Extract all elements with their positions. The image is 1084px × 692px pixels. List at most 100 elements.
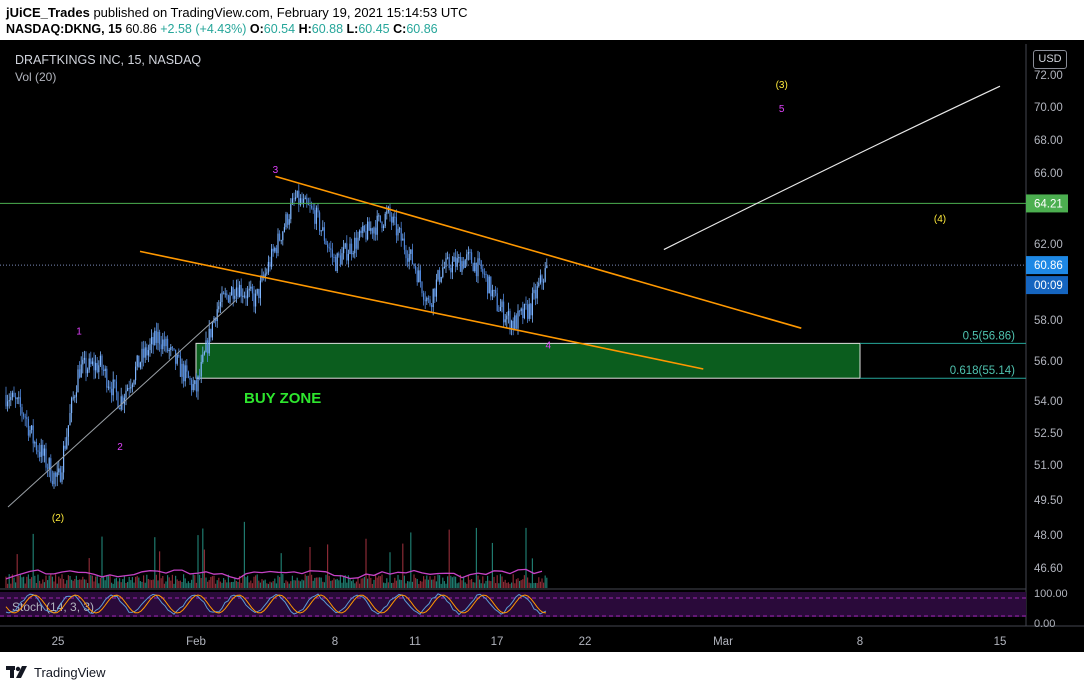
candle-body	[210, 328, 212, 338]
volume-bar	[146, 574, 148, 588]
candle-body	[37, 450, 39, 452]
candle-body	[259, 280, 261, 299]
wave-label: (3)	[776, 80, 788, 91]
volume-bar	[163, 583, 165, 588]
volume-bar	[426, 575, 428, 588]
volume-bar	[143, 575, 145, 588]
volume-bar	[119, 578, 121, 588]
candle-body	[539, 275, 541, 283]
candle-body	[195, 380, 197, 392]
author-name[interactable]: jUiCE_Trades	[6, 5, 90, 20]
candle-body	[32, 425, 34, 444]
candle-body	[407, 258, 409, 262]
volume-bar	[218, 577, 220, 588]
candle-body	[330, 248, 332, 250]
candle-body	[42, 444, 44, 456]
candle-body	[171, 347, 173, 349]
candle-body	[469, 251, 471, 253]
volume-bar	[408, 581, 410, 588]
volume-bar	[432, 579, 434, 588]
candle-body	[255, 293, 257, 307]
wave-label: 1	[76, 326, 82, 337]
candle-body	[258, 288, 260, 299]
candle-body	[152, 337, 154, 346]
wave-label: (2)	[52, 513, 64, 524]
volume-bar	[266, 583, 268, 588]
price-axis[interactable]: 72.0070.0068.0066.0064.0062.0060.0058.00…	[1026, 70, 1068, 630]
candle-body	[451, 261, 453, 273]
candle-body	[27, 419, 29, 436]
candle-body	[235, 287, 237, 296]
volume-bar	[243, 521, 245, 588]
candle-body	[314, 210, 316, 224]
volume-bar	[474, 582, 476, 588]
candle-body	[23, 413, 25, 417]
candle-body	[395, 217, 397, 236]
volume-bar	[511, 582, 513, 588]
volume-bar	[125, 582, 127, 588]
volume-bar	[464, 582, 466, 588]
candle-body	[96, 362, 98, 373]
candle-body	[519, 310, 521, 312]
wave-label: 4	[546, 341, 552, 352]
candle-body	[323, 227, 325, 241]
volume-bar	[309, 547, 311, 588]
candle-body	[384, 213, 386, 227]
candle-body	[168, 350, 170, 352]
candle-body	[319, 212, 321, 232]
volume-bar	[357, 577, 359, 588]
volume-bar	[248, 582, 250, 588]
volume-bar	[69, 575, 71, 588]
volume-bar	[173, 583, 175, 588]
volume-bar	[471, 579, 473, 588]
candle-body	[509, 310, 511, 330]
price-chart[interactable]: BUY ZONE 0.5(56.86) 0.618(55.14) Stoch (14…	[0, 40, 1084, 652]
candle-body	[506, 315, 508, 320]
volume-bar	[131, 577, 133, 588]
candle-body	[165, 338, 167, 347]
volume-bar	[533, 583, 535, 588]
symbol-legend[interactable]: DRAFTKINGS INC, 15, NASDAQ	[15, 53, 202, 67]
candle-body	[61, 472, 63, 482]
volume-bar	[179, 580, 181, 588]
fib-level-label: 0.618(55.14)	[950, 365, 1015, 377]
volume-bar	[53, 581, 55, 588]
candle-body	[122, 396, 124, 404]
candle-body	[189, 377, 191, 380]
volume-bar	[527, 577, 529, 588]
candle-body	[383, 226, 385, 229]
volume-legend[interactable]: Vol (20)	[15, 70, 57, 84]
candle-body	[179, 356, 181, 377]
candle-body	[458, 257, 460, 259]
candle-body	[515, 315, 517, 329]
candle-body	[50, 458, 52, 482]
currency-button[interactable]: USD	[1033, 50, 1067, 69]
footer-brand[interactable]: TradingView	[34, 665, 106, 680]
volume-bar	[437, 574, 439, 588]
volume-bar	[415, 577, 417, 588]
volume-bar	[343, 576, 345, 588]
candle-body	[239, 284, 241, 298]
volume-bar	[117, 581, 119, 588]
volume-bar	[213, 575, 215, 588]
volume-bar	[91, 575, 93, 588]
tradingview-logo-icon[interactable]	[6, 664, 28, 680]
volume-bar	[82, 576, 84, 588]
volume-bar	[301, 579, 303, 588]
volume-bar	[26, 576, 28, 588]
volume-bar	[317, 577, 319, 588]
volume-bar	[304, 574, 306, 588]
candle-body	[95, 362, 97, 371]
time-axis[interactable]: 25 Feb 8 11 17 22 Mar 8 15	[52, 636, 1007, 648]
candle-body	[243, 295, 245, 297]
volume-bar	[466, 583, 468, 588]
volume-bar	[56, 583, 58, 588]
volume-bar	[58, 576, 60, 588]
candle-body	[397, 228, 399, 236]
volume-bar	[255, 575, 257, 588]
candle-body	[128, 388, 130, 390]
candle-body	[77, 369, 79, 393]
volume-bar	[546, 577, 548, 588]
candle-body	[339, 255, 341, 265]
candle-body	[87, 369, 89, 374]
